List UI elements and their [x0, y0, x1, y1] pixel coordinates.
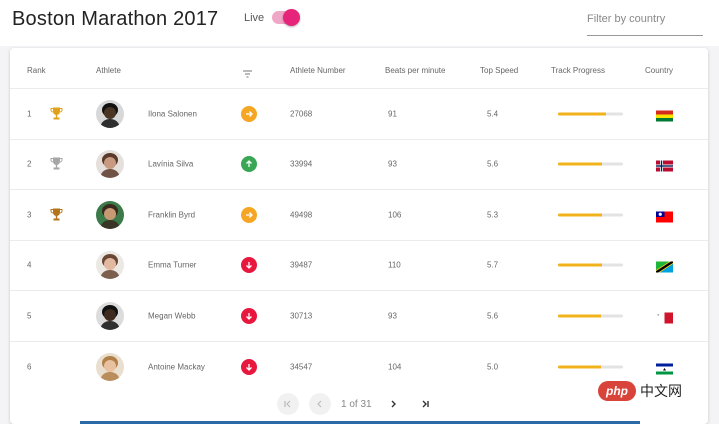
table-row[interactable]: 2 Lavínia Silva 33994 93 5.6	[10, 138, 708, 189]
athlete-number: 34547	[290, 362, 313, 371]
tanzania-flag-icon	[654, 260, 675, 275]
watermark-badge: php	[598, 381, 636, 401]
column-header-bpm[interactable]: Beats per minute	[385, 66, 446, 75]
avatar	[96, 251, 124, 280]
table-row[interactable]: 5 Megan Webb 30713 93 5.6	[10, 290, 708, 340]
last-page-icon	[422, 400, 429, 408]
next-page-button[interactable]	[382, 393, 404, 415]
trend-down-icon	[241, 307, 257, 324]
pagination: 1 of 31	[277, 393, 436, 415]
top-speed-value: 5.0	[487, 362, 499, 371]
track-progress-bar	[558, 263, 623, 267]
track-progress-bar	[558, 112, 623, 115]
top-speed-value: 5.6	[487, 159, 499, 169]
avatar	[96, 150, 124, 179]
silver-trophy-icon	[50, 157, 63, 172]
top-speed-value: 5.4	[487, 109, 499, 118]
column-header-top-speed[interactable]: Top Speed	[480, 66, 519, 75]
track-progress-bar	[558, 314, 623, 318]
column-header-track-progress[interactable]: Track Progress	[551, 66, 605, 75]
rank-cell: 3	[27, 210, 32, 220]
athlete-name: Emma Turner	[148, 260, 197, 270]
app-header: Boston Marathon 2017 Live Filter by coun…	[0, 0, 719, 46]
bpm-value: 106	[388, 210, 402, 220]
athlete-name: Antoine Mackay	[148, 362, 205, 371]
athlete-number: 39487	[290, 260, 313, 270]
trend-up-icon	[241, 156, 257, 173]
bronze-trophy-icon	[50, 207, 63, 222]
malta-flag-icon	[656, 310, 673, 324]
chevron-left-icon	[317, 400, 322, 408]
chevron-right-icon	[391, 400, 396, 408]
last-page-button[interactable]	[414, 393, 436, 415]
page-title: Boston Marathon 2017	[12, 8, 219, 30]
bpm-value: 104	[388, 362, 402, 371]
column-header-country[interactable]: Country	[645, 66, 674, 75]
bpm-value: 110	[388, 260, 401, 270]
rank-cell: 4	[27, 260, 32, 270]
live-control: Live	[244, 9, 301, 26]
athlete-number: 33994	[290, 159, 313, 169]
trend-down-icon	[241, 257, 257, 274]
track-progress-fill	[558, 213, 603, 217]
track-progress-fill	[558, 162, 603, 166]
lesotho-flag-icon	[656, 361, 673, 374]
rank-cell: 5	[27, 311, 32, 321]
taiwan-flag-icon	[656, 209, 673, 223]
avatar	[96, 301, 124, 330]
track-progress-fill	[558, 314, 601, 318]
trend-right-icon	[241, 105, 257, 122]
top-speed-value: 5.6	[487, 311, 499, 321]
rank-cell: 6	[27, 362, 32, 371]
athlete-name: Ilona Salonen	[148, 109, 197, 118]
track-progress-fill	[558, 263, 603, 267]
bottom-bar	[80, 421, 640, 424]
avatar	[96, 99, 124, 128]
bpm-value: 93	[388, 159, 397, 169]
athlete-number: 27068	[290, 109, 313, 118]
athlete-number: 30713	[290, 311, 313, 321]
rank-cell: 2	[27, 159, 32, 169]
athlete-number: 49498	[290, 210, 313, 220]
results-table: Rank Athlete Athlete Number Beats per mi…	[10, 48, 708, 424]
table-row[interactable]: 1 Ilona Salonen 27068 91 5.4	[10, 88, 708, 138]
country-filter-input[interactable]: Filter by country	[587, 11, 703, 36]
filter-icon[interactable]	[243, 65, 252, 83]
bpm-value: 91	[388, 109, 397, 118]
toggle-knob	[283, 9, 301, 26]
athlete-name: Franklin Byrd	[148, 210, 196, 220]
first-page-icon	[284, 400, 291, 408]
track-progress-bar	[558, 213, 623, 217]
live-label: Live	[244, 11, 265, 24]
trend-right-icon	[241, 206, 257, 223]
athlete-name: Megan Webb	[148, 311, 196, 321]
athlete-name: Lavínia Silva	[148, 159, 194, 169]
bolivia-flag-icon	[656, 108, 673, 121]
norway-flag-icon	[656, 159, 673, 172]
track-progress-bar	[558, 162, 623, 166]
rank-cell: 1	[27, 109, 32, 118]
trend-down-icon	[241, 358, 257, 375]
site-watermark: php 中文网	[598, 381, 682, 401]
table-row[interactable]: 3 Franklin Byrd 49498 106 5.3	[10, 189, 708, 239]
first-page-button[interactable]	[277, 393, 299, 415]
column-header-rank[interactable]: Rank	[27, 66, 46, 75]
previous-page-button[interactable]	[309, 393, 331, 415]
page-indicator: 1 of 31	[341, 398, 372, 410]
track-progress-fill	[558, 365, 601, 368]
live-toggle[interactable]	[272, 9, 301, 26]
column-header-athlete[interactable]: Athlete	[96, 66, 121, 75]
track-progress-fill	[558, 112, 607, 115]
gold-trophy-icon	[50, 106, 63, 121]
bpm-value: 93	[388, 311, 397, 321]
watermark-text: 中文网	[640, 383, 682, 399]
top-speed-value: 5.3	[487, 210, 499, 220]
top-speed-value: 5.7	[487, 260, 499, 270]
avatar	[96, 352, 124, 381]
track-progress-bar	[558, 365, 623, 368]
avatar	[96, 200, 124, 229]
table-row[interactable]: 6 Antoine Mackay 34547 104 5.0	[10, 341, 708, 391]
table-row[interactable]: 4 Emma Turner 39487 110 5.7	[10, 239, 708, 290]
column-header-athlete-number[interactable]: Athlete Number	[290, 66, 346, 75]
